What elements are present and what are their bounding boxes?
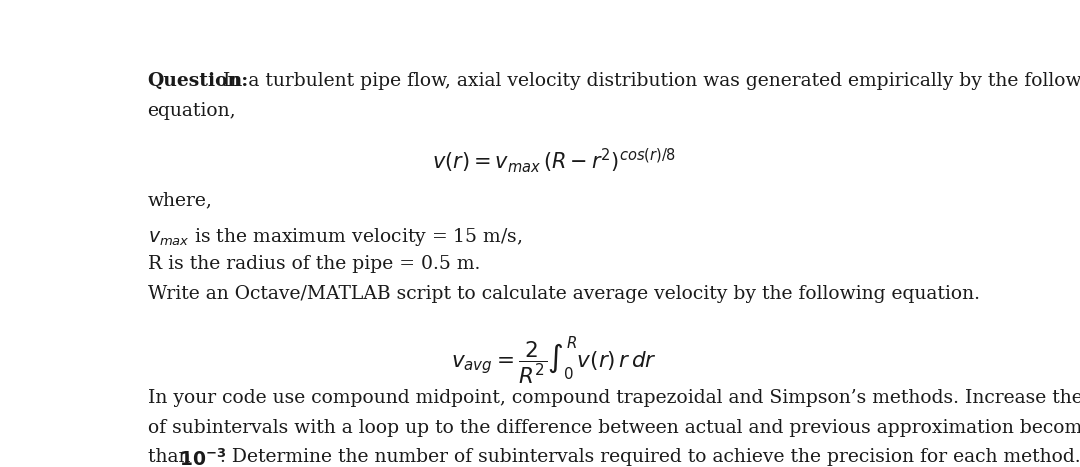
Text: . Determine the number of subintervals required to achieve the precision for eac: . Determine the number of subintervals r… (219, 448, 1080, 466)
Text: In your code use compound midpoint, compound trapezoidal and Simpson’s methods. : In your code use compound midpoint, comp… (148, 389, 1080, 407)
Text: In a turbulent pipe flow, axial velocity distribution was generated empirically : In a turbulent pipe flow, axial velocity… (217, 72, 1080, 90)
Text: $v(r) = v_{max}\,(R - r^2)^{cos(r)/8}$: $v(r) = v_{max}\,(R - r^2)^{cos(r)/8}$ (432, 146, 675, 175)
Text: equation,: equation, (148, 102, 237, 120)
Text: $v_{max}$ is the maximum velocity = 15 m/s,: $v_{max}$ is the maximum velocity = 15 m… (148, 226, 522, 248)
Text: of subintervals with a loop up to the difference between actual and previous app: of subintervals with a loop up to the di… (148, 419, 1080, 437)
Text: $\mathbf{10^{-3}}$: $\mathbf{10^{-3}}$ (179, 448, 227, 467)
Text: $v_{avg} = \dfrac{2}{R^2}\int_0^{R} v(r)\, r\, dr$: $v_{avg} = \dfrac{2}{R^2}\int_0^{R} v(r)… (450, 335, 657, 387)
Text: Question:: Question: (148, 72, 248, 90)
Text: where,: where, (148, 191, 213, 210)
Text: R is the radius of the pipe = 0.5 m.: R is the radius of the pipe = 0.5 m. (148, 255, 480, 273)
Text: Write an Octave/MATLAB script to calculate average velocity by the following equ: Write an Octave/MATLAB script to calcula… (148, 284, 980, 303)
Text: than: than (148, 448, 197, 466)
